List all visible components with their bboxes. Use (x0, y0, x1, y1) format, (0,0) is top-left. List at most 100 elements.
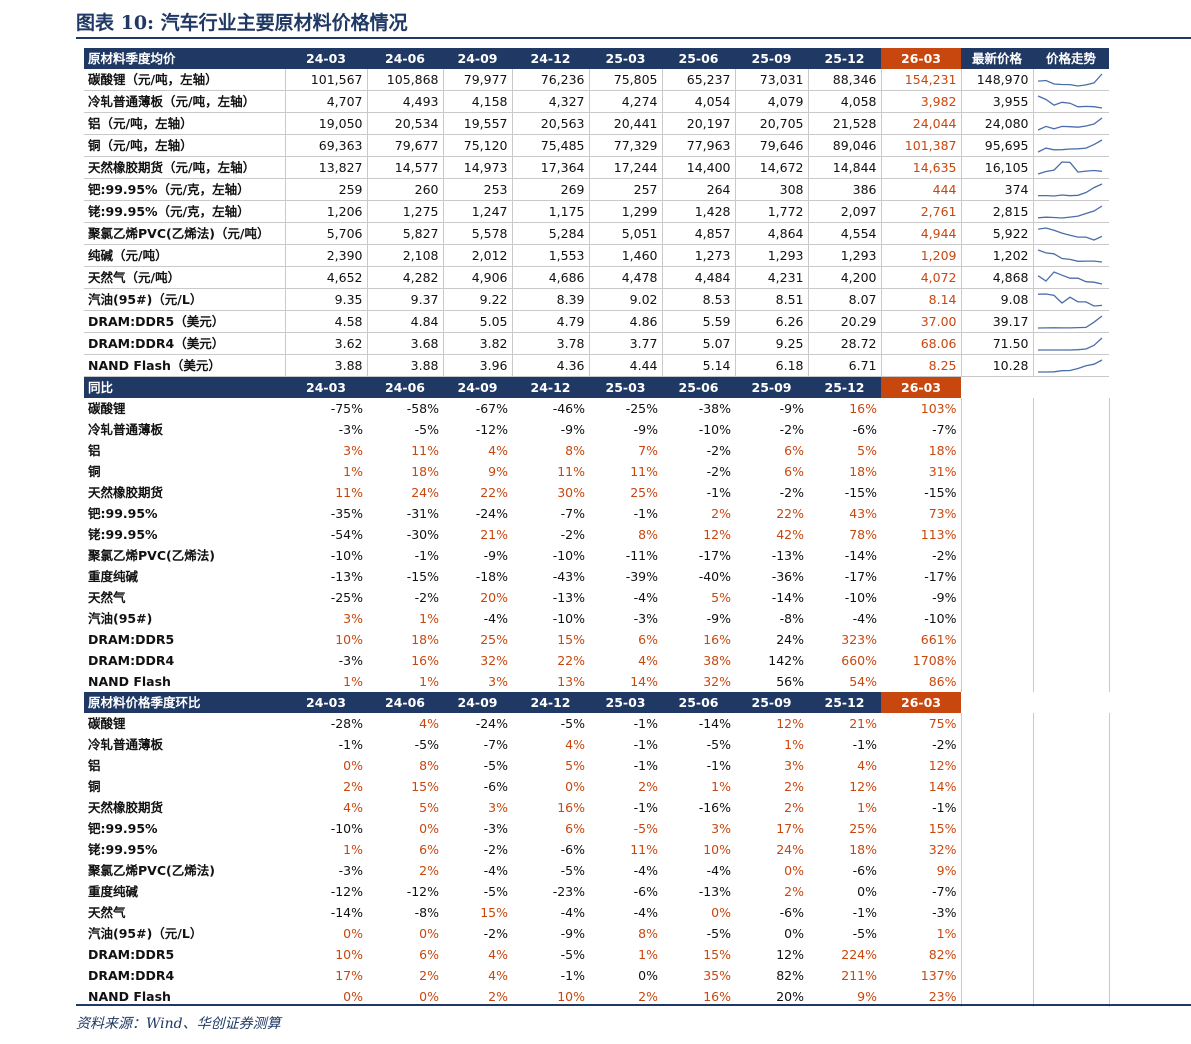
value-cell: -3% (338, 422, 363, 437)
value-cell: 21% (480, 527, 508, 542)
value-cell: 2% (784, 884, 804, 899)
value-cell: 1708% (912, 653, 957, 668)
value-cell: 6.18 (734, 354, 808, 377)
blank-cell (960, 965, 1034, 986)
value-cell: 101,387 (880, 134, 961, 157)
value-cell: 18% (411, 632, 439, 647)
value-cell: 444 (880, 178, 961, 201)
sparkline-path (1037, 292, 1102, 307)
value-cell: -2% (779, 422, 804, 437)
material-name: NAND Flash (88, 989, 171, 1004)
material-name: DRAM:DDR5 (88, 632, 175, 647)
latest-price-cell: 4,868 (960, 266, 1033, 289)
value-cell: 9.37 (366, 288, 443, 311)
value-cell: -16% (698, 800, 731, 815)
value-cell: 4,058 (807, 90, 881, 113)
value-cell: 1% (343, 464, 363, 479)
price-trend-sparkline (1037, 116, 1102, 131)
value-cell: -14% (771, 590, 804, 605)
material-name: 聚氯乙烯PVC(乙烯法) (88, 548, 215, 563)
value-cell: -9% (560, 926, 585, 941)
value-cell: 6% (784, 443, 804, 458)
value-cell: 65,237 (661, 69, 735, 91)
blank-cell (1032, 881, 1110, 902)
value-cell: 86% (928, 674, 957, 689)
value-cell: 2% (711, 506, 731, 521)
material-name: 钯:99.95% (88, 821, 158, 836)
value-cell: 9% (936, 863, 957, 878)
value-cell: -2% (483, 926, 508, 941)
table-row: 聚氯乙烯PVC(乙烯法) -3% 2% -4% -5% -4% -4% 0% -6% 9% (84, 860, 1110, 881)
value-cell: 75,120 (442, 134, 512, 157)
value-cell: 101,567 (284, 69, 367, 91)
value-cell: 4% (343, 800, 363, 815)
value-cell: -7% (483, 737, 508, 752)
value-cell: 224% (841, 947, 877, 962)
blank-cell (960, 713, 1034, 734)
value-cell: 1% (936, 926, 957, 941)
blank-cell (1032, 419, 1110, 440)
value-cell: 18% (928, 443, 957, 458)
value-cell: -1% (414, 548, 439, 563)
table-row: 汽油(95#)（元/L） 0% 0% -2% -9% 8% -5% 0% -5% 1% (84, 923, 1110, 944)
value-cell: -8% (414, 905, 439, 920)
material-name: DRAM:DDR4（美元） (84, 332, 286, 355)
value-cell: 8.25 (880, 354, 961, 377)
value-cell: 14,672 (734, 156, 808, 179)
value-cell: 1,293 (734, 244, 808, 267)
value-cell: 253 (442, 178, 512, 201)
value-cell: -9% (483, 548, 508, 563)
value-cell: 4.86 (588, 310, 662, 333)
value-cell: 2% (419, 863, 439, 878)
value-cell: -18% (475, 569, 508, 584)
material-name: 汽油(95#) (88, 611, 153, 626)
value-cell: 9% (857, 989, 877, 1004)
period-header: 25-03 (589, 692, 662, 713)
value-cell: -31% (406, 506, 439, 521)
material-name: 铜（元/吨，左轴） (84, 134, 286, 157)
value-cell: 2% (343, 779, 363, 794)
value-cell: 22% (557, 653, 585, 668)
value-cell: 15% (928, 821, 957, 836)
period-header: 25-03 (589, 48, 662, 69)
value-cell: 1,772 (734, 200, 808, 223)
value-cell: 113% (920, 527, 957, 542)
material-name: 铝（元/吨，左轴） (84, 112, 286, 135)
value-cell: -10% (552, 611, 585, 626)
value-cell: -10% (552, 548, 585, 563)
value-cell: -1% (633, 800, 658, 815)
value-cell: -28% (330, 716, 363, 731)
value-cell: 5% (711, 590, 731, 605)
value-cell: 5% (419, 800, 439, 815)
value-cell: -13% (552, 590, 585, 605)
value-cell: -1% (932, 800, 957, 815)
material-name: 聚氯乙烯PVC(乙烯法)（元/吨） (84, 222, 286, 245)
table-row: DRAM:DDR5 10% 6% 4% -5% 1% 15% 12% 224% 82% (84, 944, 1110, 965)
value-cell: -36% (771, 569, 804, 584)
blank-cell (1032, 986, 1110, 1007)
period-header: 24-03 (285, 692, 367, 713)
value-cell: 9.22 (442, 288, 512, 311)
value-cell: 16% (411, 653, 439, 668)
value-cell: 24,044 (880, 112, 961, 135)
blank-cell (1032, 566, 1110, 587)
value-cell: 2,012 (442, 244, 512, 267)
material-name: NAND Flash (88, 674, 171, 689)
value-cell: 88,346 (807, 69, 881, 91)
value-cell: 1,175 (511, 200, 589, 223)
value-cell: -2% (560, 527, 585, 542)
table-row: 铝 3% 11% 4% 8% 7% -2% 6% 5% 18% (84, 440, 1110, 461)
value-cell: -1% (560, 968, 585, 983)
value-cell: -1% (852, 905, 877, 920)
blank-cell (960, 944, 1034, 965)
value-cell: 1% (419, 674, 439, 689)
table-row: 铑:99.95% 1% 6% -2% -6% 11% 10% 24% 18% 32% (84, 839, 1110, 860)
material-name: 冷轧普通薄板 (88, 422, 164, 437)
latest-price-cell: 24,080 (960, 112, 1033, 135)
price-trend-cell (1032, 222, 1109, 245)
value-cell: 5,284 (511, 222, 589, 245)
price-trend-header: 价格走势 (1033, 48, 1109, 69)
value-cell: 6% (565, 821, 585, 836)
value-cell: 2% (638, 989, 658, 1004)
value-cell: 5.05 (442, 310, 512, 333)
